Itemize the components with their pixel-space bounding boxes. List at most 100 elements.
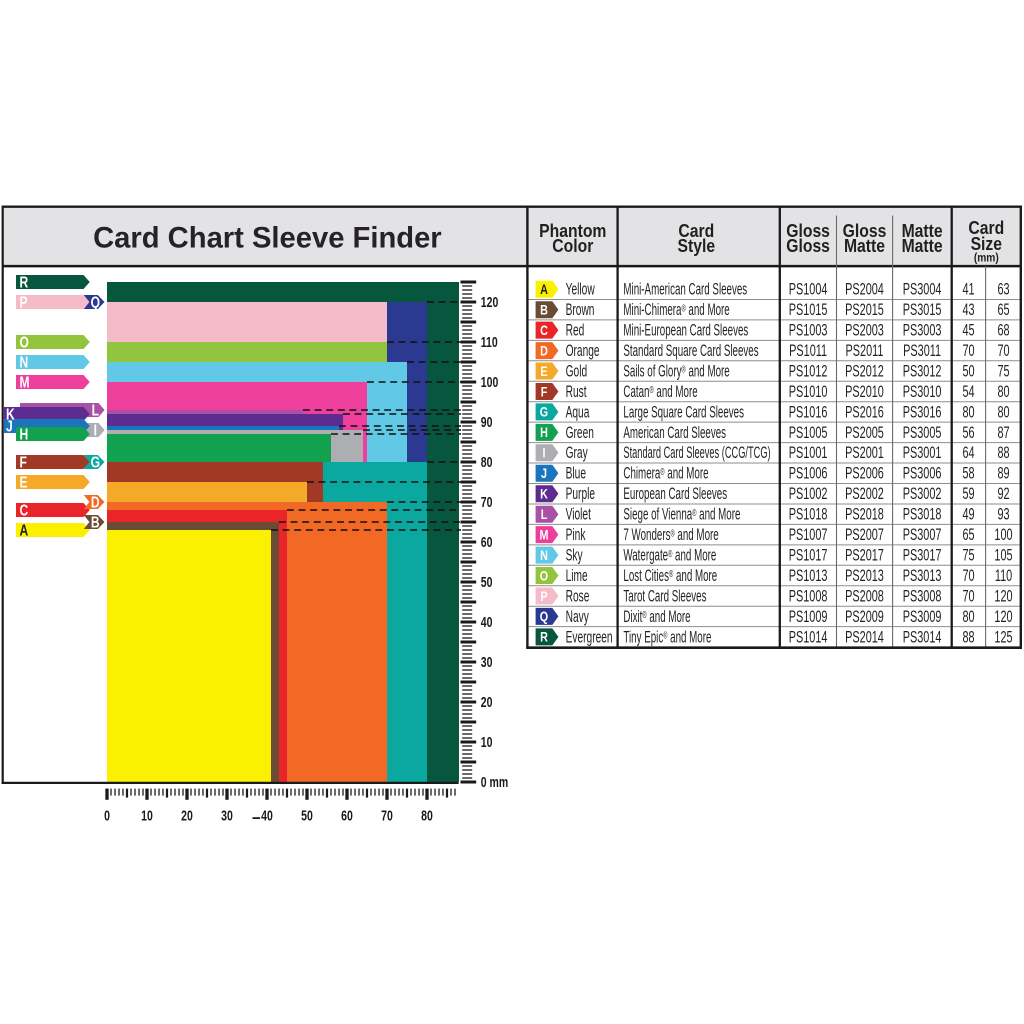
svg-text:K: K — [540, 486, 548, 501]
svg-text:100: 100 — [481, 373, 499, 390]
svg-text:L: L — [541, 507, 548, 522]
svg-text:PS1011: PS1011 — [789, 342, 827, 361]
svg-text:PS1010: PS1010 — [789, 383, 828, 402]
svg-text:Dixit® and More: Dixit® and More — [623, 606, 690, 626]
svg-text:PS2011: PS2011 — [846, 342, 884, 361]
svg-text:PS3005: PS3005 — [903, 423, 942, 442]
svg-text:PS2017: PS2017 — [845, 546, 884, 565]
svg-text:Style: Style — [678, 235, 716, 257]
svg-text:PS2007: PS2007 — [845, 526, 884, 545]
svg-text:PS2015: PS2015 — [845, 301, 884, 320]
svg-text:70: 70 — [962, 587, 974, 606]
svg-text:PS1009: PS1009 — [789, 608, 828, 627]
svg-text:European Card Sleeves: European Card Sleeves — [623, 483, 727, 503]
svg-text:0: 0 — [104, 806, 110, 823]
svg-text:PS1013: PS1013 — [789, 567, 828, 586]
svg-text:Gloss: Gloss — [843, 220, 887, 242]
svg-text:63: 63 — [997, 280, 1009, 299]
svg-text:88: 88 — [962, 628, 974, 647]
svg-text:PS1017: PS1017 — [789, 546, 828, 565]
svg-text:J: J — [541, 466, 547, 481]
svg-text:A: A — [540, 282, 548, 297]
svg-text:N: N — [20, 353, 29, 371]
svg-text:56: 56 — [962, 423, 974, 442]
svg-text:Pink: Pink — [566, 524, 587, 543]
svg-text:125: 125 — [994, 628, 1012, 647]
svg-text:120: 120 — [994, 608, 1012, 627]
svg-text:Card: Card — [968, 217, 1004, 239]
svg-text:G: G — [91, 453, 100, 471]
svg-text:R: R — [20, 273, 29, 291]
svg-text:93: 93 — [997, 505, 1009, 524]
svg-text:Red: Red — [566, 320, 585, 339]
svg-text:F: F — [541, 384, 548, 399]
svg-text:PS2014: PS2014 — [845, 628, 884, 647]
svg-text:PS3003: PS3003 — [903, 321, 942, 340]
svg-text:E: E — [540, 364, 547, 379]
svg-text:43: 43 — [962, 301, 974, 320]
svg-text:(mm): (mm) — [974, 252, 999, 265]
svg-text:70: 70 — [997, 342, 1009, 361]
svg-text:Mini-Chimera® and More: Mini-Chimera® and More — [623, 299, 730, 319]
svg-text:65: 65 — [997, 301, 1009, 320]
svg-text:75: 75 — [997, 362, 1009, 381]
svg-text:PS2002: PS2002 — [845, 485, 884, 504]
svg-text:PS1016: PS1016 — [789, 403, 828, 422]
svg-text:PS1001: PS1001 — [789, 444, 828, 463]
svg-text:Phantom: Phantom — [539, 220, 606, 242]
svg-text:H: H — [540, 425, 548, 440]
svg-text:50: 50 — [962, 362, 974, 381]
svg-text:100: 100 — [994, 526, 1012, 545]
svg-text:Rust: Rust — [566, 381, 587, 400]
svg-text:PS2003: PS2003 — [845, 321, 884, 340]
svg-text:89: 89 — [997, 464, 1009, 483]
svg-text:Brown: Brown — [566, 299, 595, 318]
svg-text:F: F — [20, 453, 27, 471]
svg-text:PS3001: PS3001 — [903, 444, 942, 463]
svg-text:PS1003: PS1003 — [789, 321, 828, 340]
svg-text:80: 80 — [962, 403, 974, 422]
svg-text:110: 110 — [481, 333, 498, 350]
svg-text:7 Wonders® and More: 7 Wonders® and More — [623, 524, 719, 544]
svg-text:Standard Card Sleeves (CCG/TCG: Standard Card Sleeves (CCG/TCG) — [623, 443, 770, 462]
svg-text:American Card Sleeves: American Card Sleeves — [623, 422, 726, 442]
svg-text:Mini-European Card Sleeves: Mini-European Card Sleeves — [623, 320, 748, 340]
svg-text:Mini-American Card Sleeves: Mini-American Card Sleeves — [623, 279, 747, 299]
svg-text:Standard Square Card Sleeves: Standard Square Card Sleeves — [623, 340, 758, 360]
svg-text:92: 92 — [997, 485, 1009, 504]
svg-text:PS2004: PS2004 — [845, 280, 884, 299]
svg-text:PS2012: PS2012 — [845, 362, 884, 381]
svg-text:PS1002: PS1002 — [789, 485, 828, 504]
svg-text:49: 49 — [962, 505, 974, 524]
svg-text:40: 40 — [481, 613, 493, 630]
svg-text:PS2018: PS2018 — [845, 505, 884, 524]
svg-text:D: D — [540, 343, 548, 358]
svg-text:90: 90 — [481, 413, 493, 430]
svg-text:PS1006: PS1006 — [789, 464, 828, 483]
svg-text:Q: Q — [540, 609, 548, 624]
svg-text:70: 70 — [962, 342, 974, 361]
svg-text:PS3014: PS3014 — [903, 628, 942, 647]
svg-text:PS3002: PS3002 — [903, 485, 942, 504]
svg-text:H: H — [20, 425, 29, 443]
svg-text:D: D — [91, 493, 100, 511]
svg-text:O: O — [20, 333, 30, 351]
svg-text:65: 65 — [962, 526, 974, 545]
svg-text:30: 30 — [481, 653, 493, 670]
svg-text:80: 80 — [421, 806, 433, 823]
svg-text:PS1007: PS1007 — [789, 526, 828, 545]
svg-text:Blue: Blue — [566, 463, 587, 482]
svg-text:Gray: Gray — [566, 442, 588, 461]
svg-text:PS3011: PS3011 — [903, 342, 941, 361]
svg-text:0 mm: 0 mm — [481, 773, 508, 790]
svg-text:Q: Q — [91, 293, 101, 311]
svg-text:70: 70 — [962, 567, 974, 586]
svg-text:88: 88 — [997, 444, 1009, 463]
svg-text:PS1018: PS1018 — [789, 505, 828, 524]
svg-text:K: K — [6, 405, 15, 423]
svg-text:60: 60 — [341, 806, 353, 823]
svg-text:Card: Card — [678, 220, 714, 242]
svg-text:PS1005: PS1005 — [789, 423, 828, 442]
svg-text:Catan® and More: Catan® and More — [623, 381, 697, 401]
svg-text:Sky: Sky — [566, 545, 583, 564]
